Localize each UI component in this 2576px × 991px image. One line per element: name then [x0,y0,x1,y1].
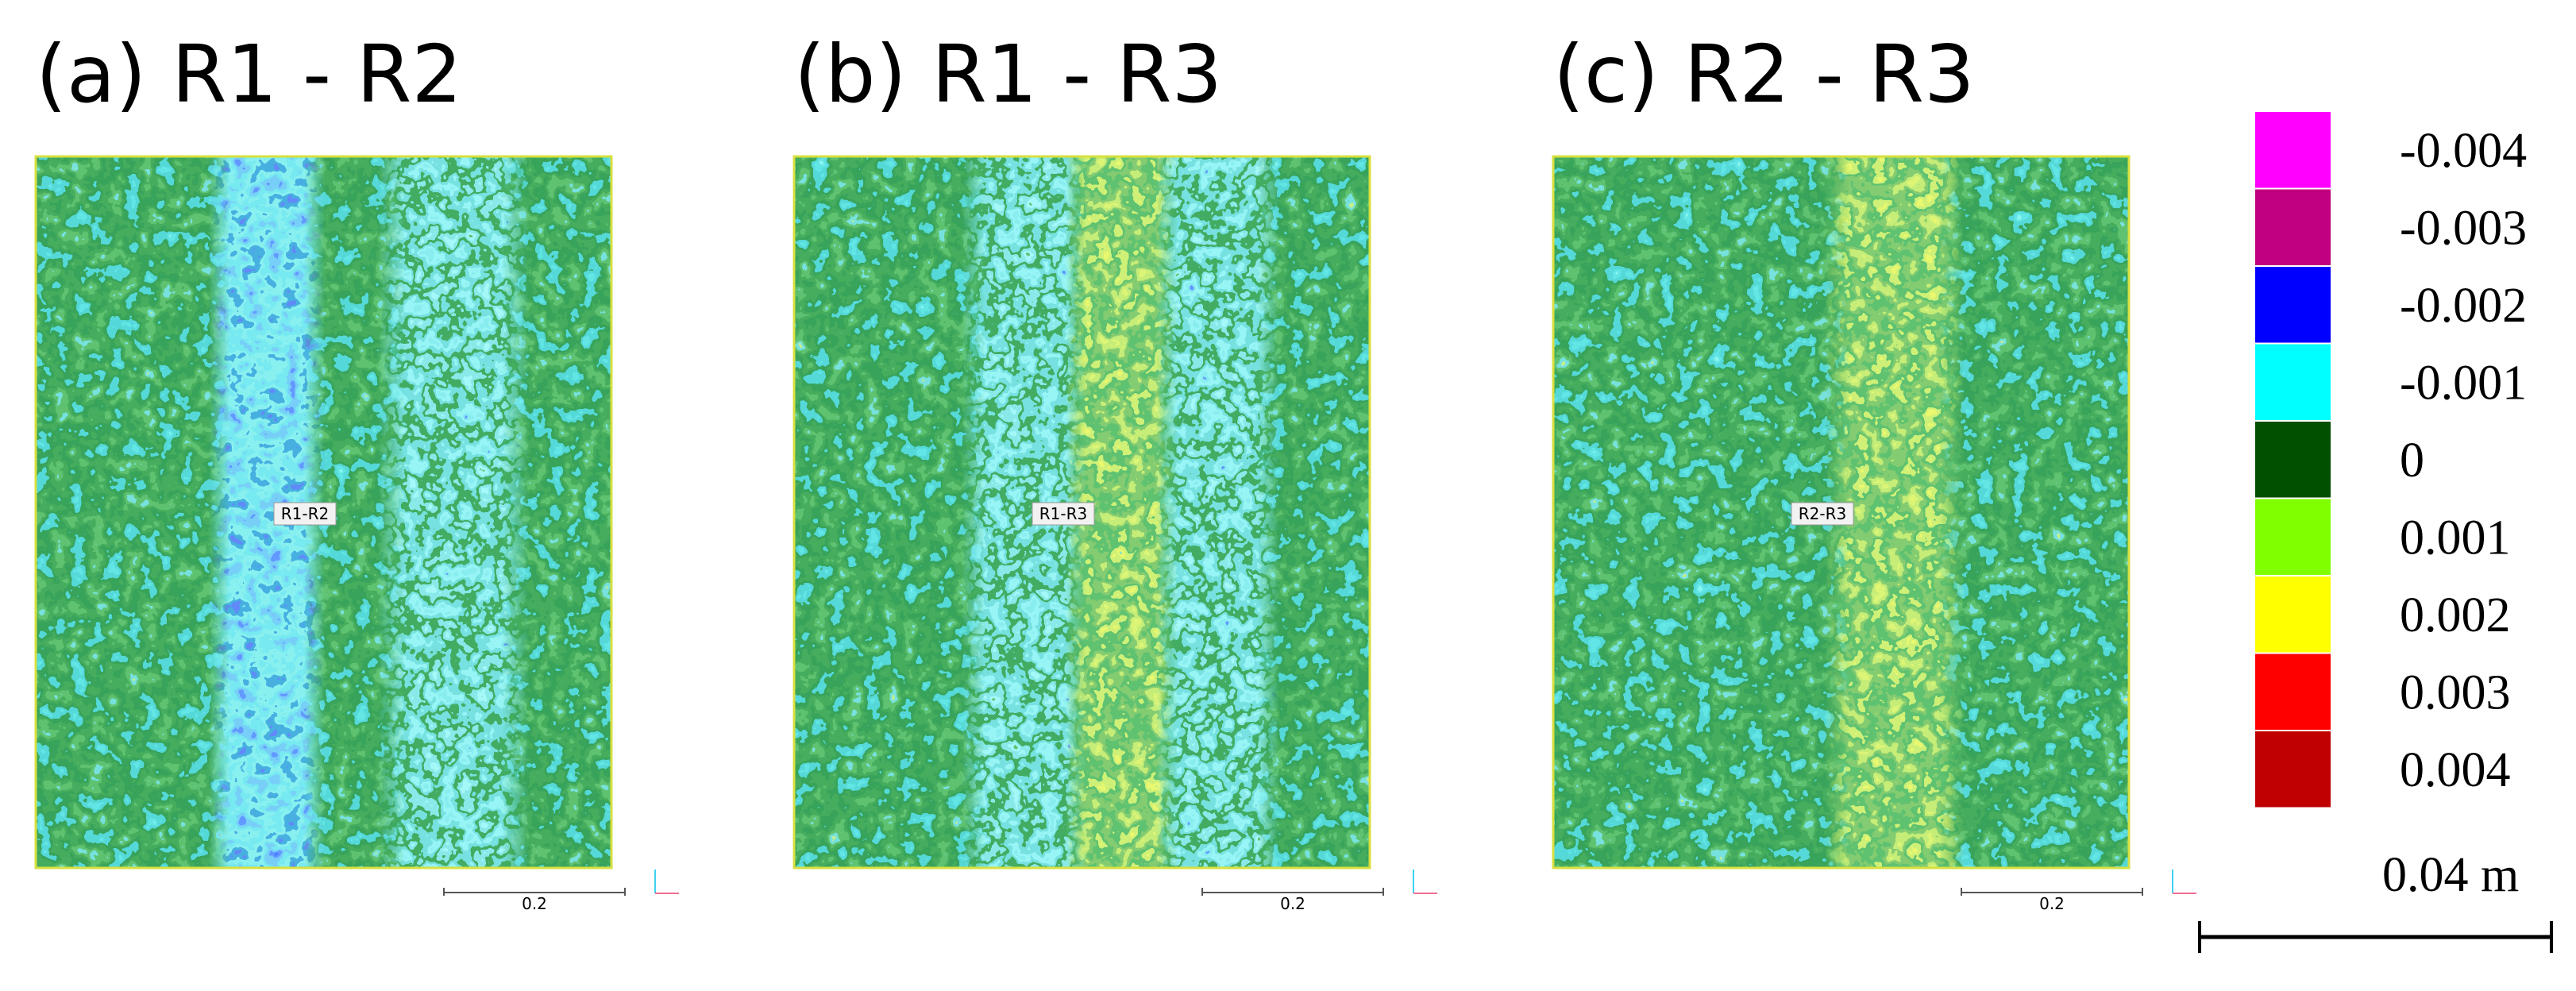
legend-label: -0.002 [2400,279,2527,333]
legend-swatch [2255,422,2331,498]
map-label: R2-R3 [1799,504,1846,523]
panel-title: (b) R1 - R3 [794,28,1222,121]
legend-swatch [2255,576,2331,653]
map-border [1552,155,2131,870]
scale-bar-label: 0.04 m [2382,848,2519,902]
map-border [34,155,613,870]
legend-swatch [2255,731,2331,808]
legend-swatch [2255,189,2331,265]
map-label: R1-R2 [281,504,329,523]
map-band [377,156,530,868]
map-label: R1-R3 [1039,504,1087,523]
legend-label: 0.003 [2400,665,2511,719]
map-label-box [1032,502,1095,526]
scale-label: 0.2 [522,894,547,913]
legend-swatch [2255,267,2331,343]
scale-label: 0.2 [1280,894,1305,913]
map-label-box [273,502,337,526]
map-label-box [1791,502,1854,526]
legend-label: -0.001 [2400,356,2527,410]
legend-label: -0.003 [2400,201,2527,255]
map-band [1155,156,1280,868]
legend-label: 0.001 [2400,511,2511,565]
legend-swatch [2255,654,2331,730]
scale-label: 0.2 [2039,894,2065,913]
legend-label: 0.002 [2400,588,2511,642]
legend-label: 0.004 [2400,743,2511,797]
panel-title: (a) R1 - R2 [36,28,462,121]
panel-title: (c) R2 - R3 [1553,28,1975,121]
legend-label: 0 [2400,434,2424,488]
legend-swatch [2255,112,2331,188]
legend-swatch [2255,344,2331,420]
map-border [792,155,1371,870]
legend-label: -0.004 [2400,124,2527,178]
legend-swatch [2255,499,2331,575]
